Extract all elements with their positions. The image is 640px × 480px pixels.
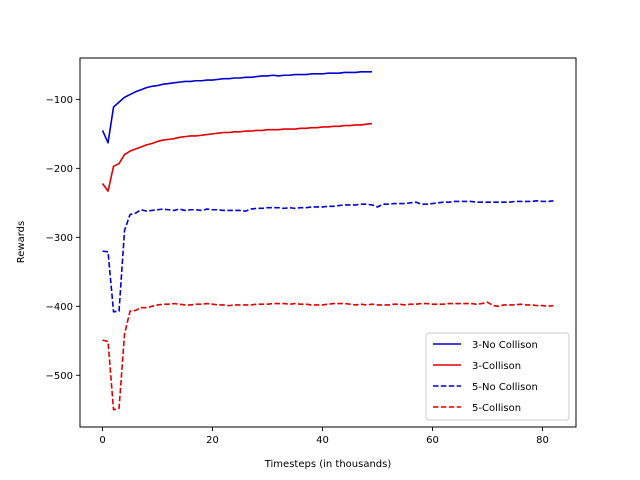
y-tick-label: −100: [46, 95, 73, 106]
x-tick-label: 20: [206, 435, 219, 446]
y-tick-label: −300: [46, 233, 73, 244]
legend-entries: 3-No Collison 3-Collison 5-No Collison 5-Co…: [433, 340, 538, 414]
series-line-3: [102, 199, 554, 313]
plot-frame: [79, 57, 577, 428]
series-line-1: [101, 70, 372, 144]
legend-box: [425, 332, 570, 421]
x-tick-label: 80: [536, 435, 549, 446]
y-axis-label: Rewards: [16, 221, 27, 263]
y-tick-label: −400: [46, 302, 73, 313]
legend-label-1: 3-No Collison: [472, 340, 538, 351]
legend-label-2: 3-Collison: [472, 361, 521, 372]
y-tick-label: −200: [46, 164, 73, 175]
legend-label-4: 5-Collison: [472, 403, 521, 414]
series-line-2: [101, 122, 373, 192]
x-axis-label: Timesteps (in thousands): [264, 459, 392, 470]
legend-label-3: 5-No Collison: [472, 382, 538, 393]
series-layer: [101, 70, 554, 411]
x-axis-ticks: 0 20 40 60 80: [99, 427, 549, 446]
x-tick-label: 60: [426, 435, 439, 446]
y-axis-ticks: −500 −400 −300 −200 −100: [46, 95, 80, 382]
y-tick-label: −500: [46, 371, 73, 382]
x-tick-label: 0: [99, 435, 105, 446]
legend: 3-No Collison 3-Collison 5-No Collison 5-Co…: [425, 332, 570, 421]
x-tick-label: 40: [316, 435, 329, 446]
